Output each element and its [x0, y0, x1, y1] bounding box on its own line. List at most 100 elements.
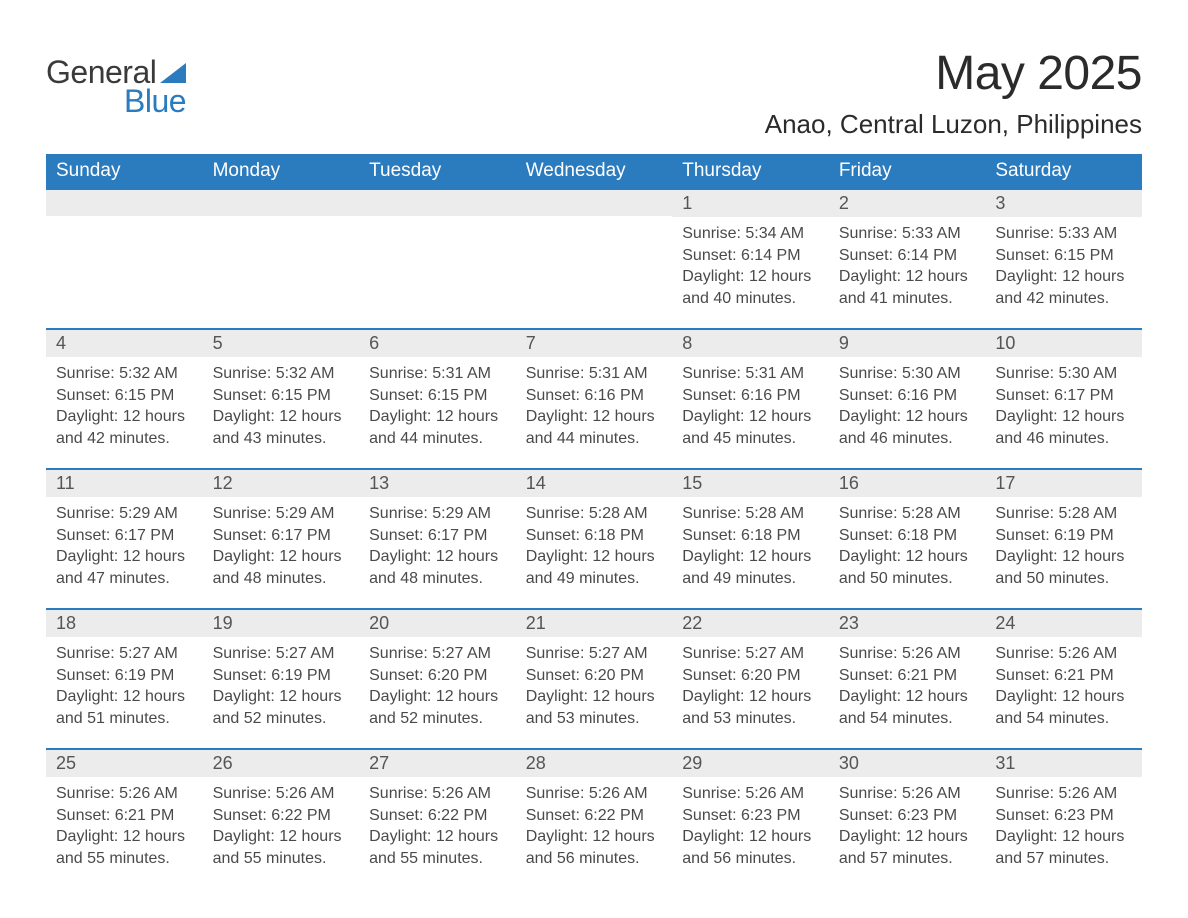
day-sunset: Sunset: 6:18 PM	[682, 525, 819, 547]
calendar-cell: 1Sunrise: 5:34 AMSunset: 6:14 PMDaylight…	[672, 188, 829, 328]
day-sunset: Sunset: 6:18 PM	[839, 525, 976, 547]
day-daylight1: Daylight: 12 hours	[56, 686, 193, 708]
day-number: 18	[46, 608, 203, 637]
calendar-cell: 22Sunrise: 5:27 AMSunset: 6:20 PMDayligh…	[672, 608, 829, 748]
day-daylight1: Daylight: 12 hours	[682, 266, 819, 288]
day-sunset: Sunset: 6:15 PM	[369, 385, 506, 407]
weekday-header: Monday	[203, 154, 360, 188]
day-number: 20	[359, 608, 516, 637]
calendar-week-row: 4Sunrise: 5:32 AMSunset: 6:15 PMDaylight…	[46, 328, 1142, 468]
day-details: Sunrise: 5:28 AMSunset: 6:18 PMDaylight:…	[672, 497, 829, 593]
day-number: 27	[359, 748, 516, 777]
day-daylight1: Daylight: 12 hours	[213, 406, 350, 428]
day-daylight2: and 48 minutes.	[369, 568, 506, 590]
calendar-cell: 7Sunrise: 5:31 AMSunset: 6:16 PMDaylight…	[516, 328, 673, 468]
day-daylight2: and 50 minutes.	[995, 568, 1132, 590]
day-sunset: Sunset: 6:16 PM	[839, 385, 976, 407]
brand-logo: General Blue	[46, 46, 186, 120]
day-sunset: Sunset: 6:22 PM	[526, 805, 663, 827]
day-sunrise: Sunrise: 5:31 AM	[369, 363, 506, 385]
day-sunrise: Sunrise: 5:34 AM	[682, 223, 819, 245]
day-number: 11	[46, 468, 203, 497]
day-daylight2: and 52 minutes.	[213, 708, 350, 730]
page-header: General Blue May 2025 Anao, Central Luzo…	[46, 46, 1142, 140]
calendar-cell: 4Sunrise: 5:32 AMSunset: 6:15 PMDaylight…	[46, 328, 203, 468]
day-sunrise: Sunrise: 5:26 AM	[995, 643, 1132, 665]
day-details: Sunrise: 5:33 AMSunset: 6:14 PMDaylight:…	[829, 217, 986, 313]
day-sunset: Sunset: 6:22 PM	[213, 805, 350, 827]
day-details: Sunrise: 5:28 AMSunset: 6:18 PMDaylight:…	[516, 497, 673, 593]
day-number: 15	[672, 468, 829, 497]
day-sunset: Sunset: 6:14 PM	[682, 245, 819, 267]
day-daylight1: Daylight: 12 hours	[213, 546, 350, 568]
day-sunrise: Sunrise: 5:26 AM	[682, 783, 819, 805]
day-sunset: Sunset: 6:16 PM	[526, 385, 663, 407]
day-daylight1: Daylight: 12 hours	[213, 826, 350, 848]
day-daylight1: Daylight: 12 hours	[369, 406, 506, 428]
day-details: Sunrise: 5:26 AMSunset: 6:21 PMDaylight:…	[829, 637, 986, 733]
day-number: 6	[359, 328, 516, 357]
day-number: 9	[829, 328, 986, 357]
day-daylight2: and 53 minutes.	[526, 708, 663, 730]
day-daylight1: Daylight: 12 hours	[995, 406, 1132, 428]
day-sunset: Sunset: 6:23 PM	[682, 805, 819, 827]
calendar-cell: 29Sunrise: 5:26 AMSunset: 6:23 PMDayligh…	[672, 748, 829, 873]
day-sunset: Sunset: 6:15 PM	[56, 385, 193, 407]
brand-blue-text: Blue	[124, 83, 186, 120]
day-number: 3	[985, 188, 1142, 217]
calendar-cell: 14Sunrise: 5:28 AMSunset: 6:18 PMDayligh…	[516, 468, 673, 608]
day-sunset: Sunset: 6:20 PM	[369, 665, 506, 687]
calendar-week-row: 11Sunrise: 5:29 AMSunset: 6:17 PMDayligh…	[46, 468, 1142, 608]
day-number: 23	[829, 608, 986, 637]
day-daylight2: and 46 minutes.	[839, 428, 976, 450]
day-daylight1: Daylight: 12 hours	[526, 546, 663, 568]
day-daylight1: Daylight: 12 hours	[56, 406, 193, 428]
weekday-header: Friday	[829, 154, 986, 188]
day-daylight1: Daylight: 12 hours	[526, 406, 663, 428]
day-daylight1: Daylight: 12 hours	[682, 686, 819, 708]
day-daylight2: and 51 minutes.	[56, 708, 193, 730]
day-daylight1: Daylight: 12 hours	[839, 686, 976, 708]
day-sunset: Sunset: 6:21 PM	[56, 805, 193, 827]
day-sunrise: Sunrise: 5:26 AM	[369, 783, 506, 805]
day-sunrise: Sunrise: 5:33 AM	[839, 223, 976, 245]
calendar-cell	[359, 188, 516, 328]
calendar-cell: 18Sunrise: 5:27 AMSunset: 6:19 PMDayligh…	[46, 608, 203, 748]
day-sunrise: Sunrise: 5:32 AM	[213, 363, 350, 385]
day-number: 16	[829, 468, 986, 497]
calendar-cell: 21Sunrise: 5:27 AMSunset: 6:20 PMDayligh…	[516, 608, 673, 748]
day-sunrise: Sunrise: 5:33 AM	[995, 223, 1132, 245]
day-sunrise: Sunrise: 5:28 AM	[995, 503, 1132, 525]
day-sunset: Sunset: 6:16 PM	[682, 385, 819, 407]
calendar-cell: 16Sunrise: 5:28 AMSunset: 6:18 PMDayligh…	[829, 468, 986, 608]
day-sunset: Sunset: 6:23 PM	[839, 805, 976, 827]
title-block: May 2025 Anao, Central Luzon, Philippine…	[765, 46, 1142, 140]
weekday-header: Sunday	[46, 154, 203, 188]
day-sunrise: Sunrise: 5:32 AM	[56, 363, 193, 385]
day-number: 17	[985, 468, 1142, 497]
day-sunrise: Sunrise: 5:29 AM	[213, 503, 350, 525]
day-daylight2: and 55 minutes.	[56, 848, 193, 870]
calendar-cell	[203, 188, 360, 328]
calendar-cell: 13Sunrise: 5:29 AMSunset: 6:17 PMDayligh…	[359, 468, 516, 608]
day-number: 2	[829, 188, 986, 217]
day-daylight1: Daylight: 12 hours	[682, 546, 819, 568]
day-sunset: Sunset: 6:19 PM	[56, 665, 193, 687]
day-daylight2: and 53 minutes.	[682, 708, 819, 730]
day-number: 30	[829, 748, 986, 777]
day-sunset: Sunset: 6:17 PM	[213, 525, 350, 547]
calendar-cell: 31Sunrise: 5:26 AMSunset: 6:23 PMDayligh…	[985, 748, 1142, 873]
day-details: Sunrise: 5:27 AMSunset: 6:20 PMDaylight:…	[672, 637, 829, 733]
day-daylight1: Daylight: 12 hours	[526, 826, 663, 848]
day-number: 24	[985, 608, 1142, 637]
day-daylight2: and 54 minutes.	[839, 708, 976, 730]
day-sunrise: Sunrise: 5:27 AM	[213, 643, 350, 665]
day-details: Sunrise: 5:32 AMSunset: 6:15 PMDaylight:…	[203, 357, 360, 453]
day-details: Sunrise: 5:26 AMSunset: 6:22 PMDaylight:…	[359, 777, 516, 873]
day-sunset: Sunset: 6:18 PM	[526, 525, 663, 547]
day-sunset: Sunset: 6:20 PM	[682, 665, 819, 687]
calendar-cell: 15Sunrise: 5:28 AMSunset: 6:18 PMDayligh…	[672, 468, 829, 608]
day-number: 21	[516, 608, 673, 637]
calendar-cell	[516, 188, 673, 328]
day-number: 14	[516, 468, 673, 497]
